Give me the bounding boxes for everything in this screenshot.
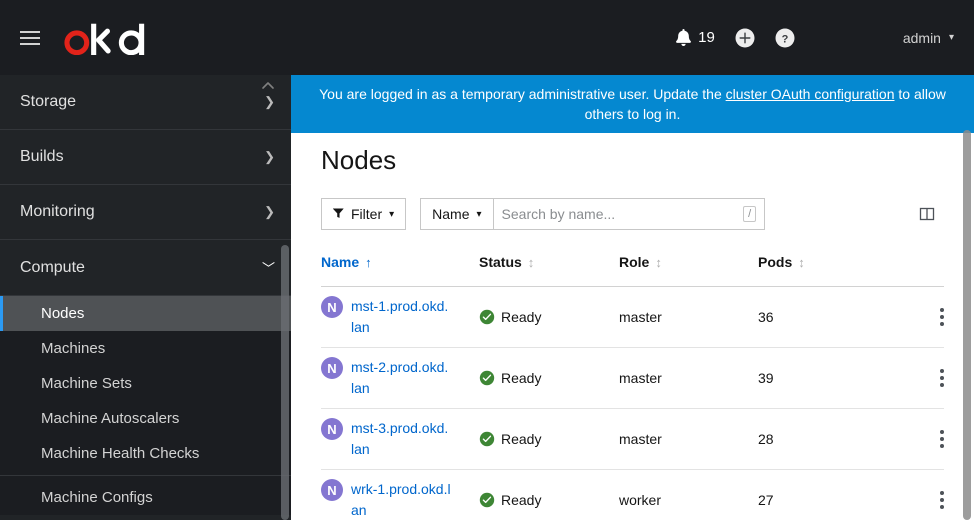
svg-text:?: ? <box>781 33 788 45</box>
